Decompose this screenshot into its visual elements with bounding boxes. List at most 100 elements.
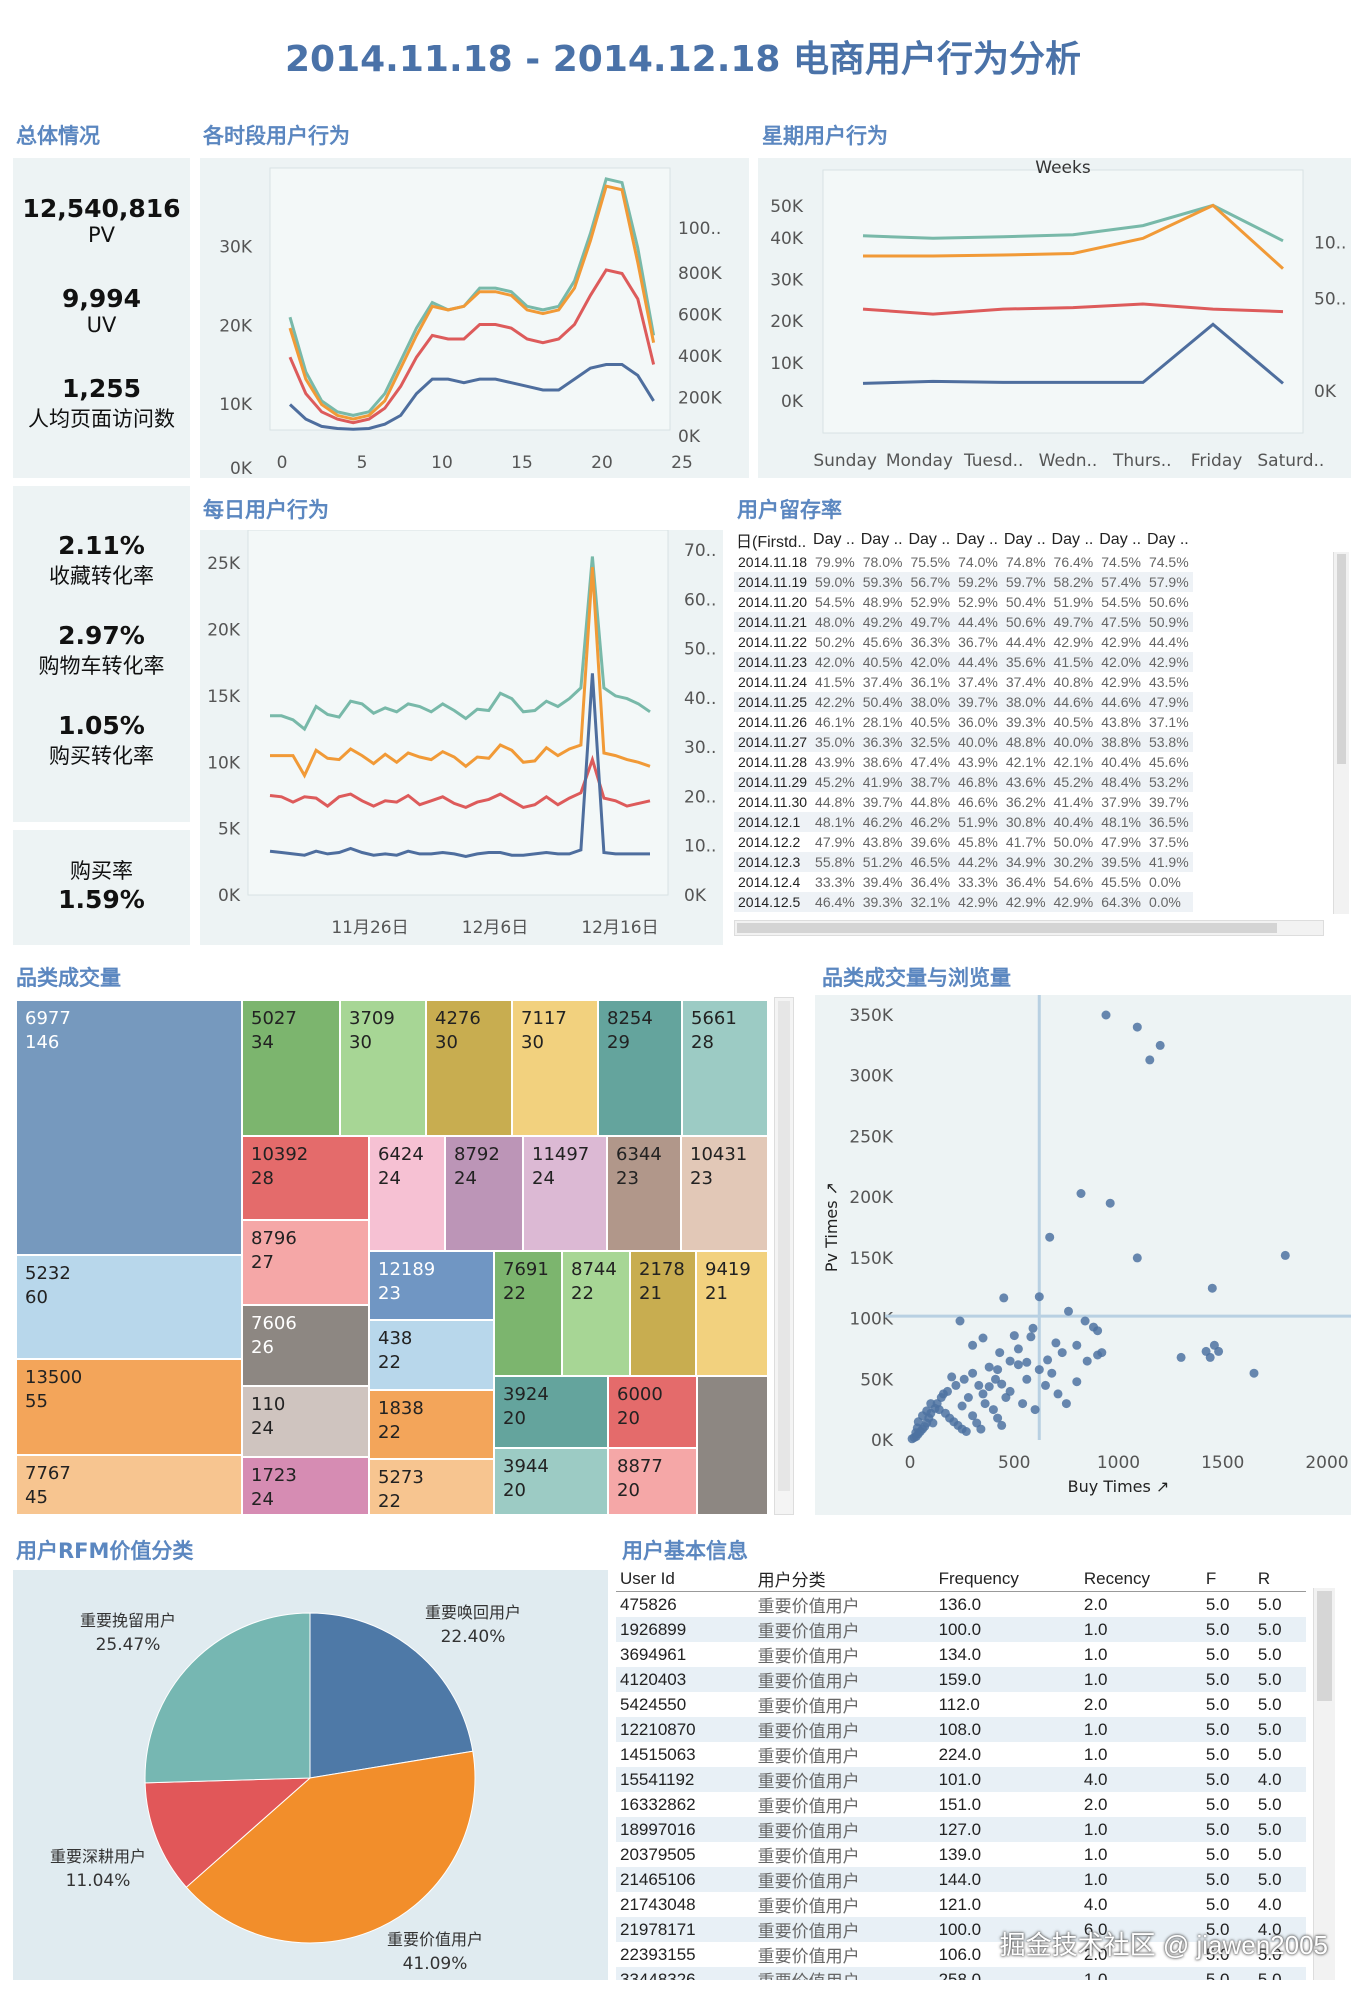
user-cell: 5.0 — [1205, 1594, 1230, 1614]
treemap-cell[interactable]: 8792 24 — [445, 1136, 523, 1251]
treemap-cell[interactable]: 5273 22 — [369, 1459, 494, 1515]
hourly-line-blue — [288, 363, 655, 431]
retention-value-cell: 32.5% — [906, 732, 955, 752]
retention-value-cell: 37.5% — [1148, 834, 1189, 850]
treemap-cell[interactable]: 10392 28 — [242, 1136, 369, 1220]
treemap-count: 23 — [690, 1168, 713, 1189]
treemap-cell[interactable]: 7117 30 — [512, 1000, 598, 1136]
treemap-cell[interactable]: 3944 20 — [494, 1448, 608, 1515]
treemap-cell[interactable]: 110 24 — [242, 1386, 369, 1457]
retention-value-cell: 39.7% — [954, 692, 1002, 712]
treemap-cell[interactable]: 5232 60 — [16, 1255, 242, 1359]
treemap-cell[interactable]: 2178 21 — [630, 1251, 696, 1376]
treemap-vscroll-thumb[interactable] — [778, 1001, 790, 1491]
treemap-category: 110 — [251, 1394, 286, 1415]
weekly-x-tick: Monday — [886, 451, 953, 471]
treemap-cell[interactable]: 6344 23 — [607, 1136, 681, 1251]
treemap-cell[interactable]: 6977 146 — [16, 1000, 242, 1255]
treemap-cell[interactable]: 11497 24 — [523, 1136, 607, 1251]
user-cell: 5.0 — [1205, 1844, 1230, 1864]
treemap-cell-other[interactable] — [697, 1376, 768, 1515]
retention-row: 2014.11.22 50.2% 45.6% 36.3% 36.7% 44.4% 42.9%… — [734, 632, 1193, 652]
scatter-point — [1072, 1340, 1082, 1350]
retention-value-cell: 38.0% — [906, 692, 955, 712]
treemap-cell[interactable]: 6000 20 — [608, 1376, 697, 1448]
treemap-count: 22 — [378, 1422, 401, 1443]
treemap-cell[interactable]: 7767 45 — [16, 1455, 242, 1515]
scatter-point — [997, 1379, 1007, 1389]
scatter-x-tick: 0 — [905, 1453, 916, 1473]
treemap-count: 60 — [25, 1287, 48, 1308]
retention-hscroll[interactable] — [734, 920, 1324, 936]
treemap-cell[interactable]: 5027 34 — [242, 1000, 340, 1136]
retention-row: 2014.11.24 41.5% 37.4% 36.1% 37.4% 37.4% 40.8%… — [734, 672, 1193, 692]
scatter-point — [997, 1420, 1007, 1430]
user-row: 21743048 重要价值用户 121.0 4.0 5.0 4.0 — [616, 1892, 1306, 1917]
kpi-uv-label: UV — [86, 313, 117, 337]
treemap-cell[interactable]: 1838 22 — [369, 1390, 494, 1459]
retention-header-cell: Day .. — [860, 531, 903, 548]
treemap-count: 30 — [435, 1032, 458, 1053]
retention-value-cell: 41.9% — [1144, 852, 1193, 872]
retention-value-cell: 59.2% — [954, 572, 1002, 592]
scatter-y-tick: 100K — [849, 1310, 893, 1330]
treemap-vscroll[interactable] — [774, 997, 794, 1515]
retention-table-wrap[interactable]: 日(Firstd.. Day .. Day .. Day .. Day .. Day ..… — [734, 528, 1354, 916]
treemap-cell[interactable]: 10431 23 — [681, 1136, 768, 1251]
scatter-point — [1043, 1355, 1053, 1365]
kpi-rate-value: 1.59% — [58, 885, 145, 914]
treemap-cell[interactable]: 5661 28 — [682, 1000, 768, 1136]
treemap-cell[interactable]: 7691 22 — [494, 1251, 562, 1376]
treemap-cell[interactable]: 4276 30 — [426, 1000, 512, 1136]
hourly-x-tick: 20 — [591, 453, 613, 473]
scatter-point — [974, 1380, 984, 1390]
treemap-cell[interactable]: 13500 55 — [16, 1359, 242, 1455]
daily-right-tick: 40.. — [684, 689, 716, 709]
retention-value-cell: 43.9% — [958, 754, 998, 770]
user-vscroll-thumb[interactable] — [1317, 1591, 1332, 1701]
user-cell: 121.0 — [938, 1894, 982, 1914]
retention-value-cell: 44.4% — [1005, 634, 1046, 650]
treemap-cell[interactable]: 7606 26 — [242, 1305, 369, 1386]
retention-value-cell: 42.0% — [906, 652, 955, 672]
treemap-cell[interactable]: 8744 22 — [562, 1251, 630, 1376]
retention-value-cell: 0.0% — [1148, 874, 1181, 890]
treemap-category: 3709 — [349, 1008, 395, 1029]
retention-row: 2014.11.30 44.8% 39.7% 44.8% 46.6% 36.2% 41.4%… — [734, 792, 1193, 812]
retention-hscroll-thumb[interactable] — [737, 923, 1277, 933]
treemap-count: 146 — [25, 1032, 60, 1053]
retention-date-cell: 2014.11.30 — [738, 794, 808, 810]
treemap-cell[interactable]: 1723 24 — [242, 1457, 369, 1515]
retention-table: 日(Firstd.. Day .. Day .. Day .. Day .. Day ..… — [734, 528, 1193, 912]
retention-value-cell: 41.9% — [858, 772, 907, 792]
user-vscroll[interactable] — [1313, 1588, 1335, 1980]
daily-right-tick: 10.. — [684, 837, 716, 857]
retention-value-cell: 53.8% — [1144, 732, 1193, 752]
retention-vscroll-thumb[interactable] — [1337, 554, 1346, 764]
user-cell: 5.0 — [1205, 1694, 1230, 1714]
retention-row: 2014.11.21 48.0% 49.2% 49.7% 44.4% 50.6% 49.7%… — [734, 612, 1193, 632]
treemap-cell[interactable]: 6424 24 — [369, 1136, 445, 1251]
kpi-panel-overview: 12,540,816 PV 9,994 UV 1,255 人均页面访问数 — [13, 158, 190, 478]
retention-value-cell: 46.4% — [811, 892, 859, 912]
user-cell: 106.0 — [938, 1944, 982, 1964]
user-table-wrap[interactable]: User Id 用户分类 Frequency Recency F R 475826 重要价值… — [616, 1566, 1306, 1980]
retention-value-cell: 36.2% — [1005, 794, 1046, 810]
retention-vscroll[interactable] — [1333, 552, 1349, 914]
treemap-cell[interactable]: 8877 20 — [608, 1448, 697, 1515]
treemap-cell[interactable]: 3924 20 — [494, 1376, 608, 1448]
treemap-cell[interactable]: 8796 27 — [242, 1220, 369, 1305]
retention-value-cell: 42.9% — [1101, 674, 1141, 690]
retention-value-cell: 28.1% — [862, 714, 903, 730]
treemap-cell[interactable]: 3709 30 — [340, 1000, 426, 1136]
treemap-count: 24 — [251, 1489, 274, 1510]
treemap-cell[interactable]: 9419 21 — [696, 1251, 768, 1376]
user-header-cell: User Id — [616, 1566, 754, 1592]
user-cell: 21978171 — [616, 1917, 754, 1942]
treemap-cell[interactable]: 8254 29 — [598, 1000, 682, 1136]
treemap-cell[interactable]: 438 22 — [369, 1320, 494, 1390]
user-cell: 5.0 — [1257, 1594, 1282, 1614]
treemap-category: 10431 — [690, 1144, 748, 1165]
retention-value-cell: 58.2% — [1049, 572, 1098, 592]
treemap-cell[interactable]: 12189 23 — [369, 1251, 494, 1320]
